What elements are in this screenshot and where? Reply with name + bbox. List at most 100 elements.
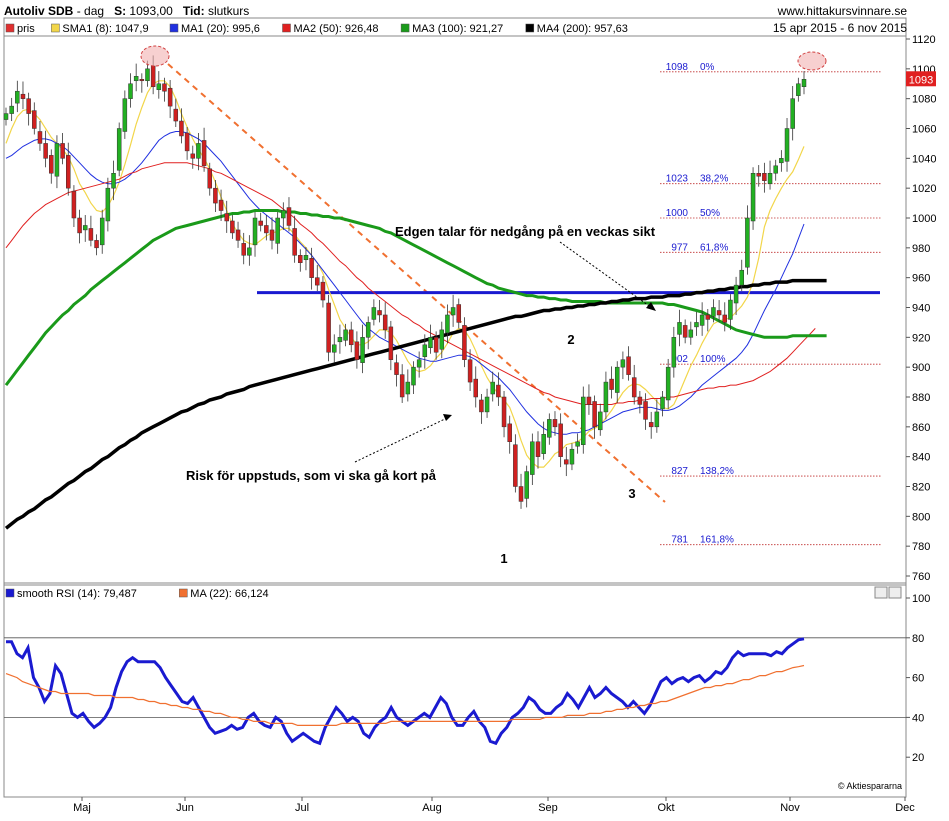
candle-body-19 <box>111 173 116 189</box>
candle-body-138 <box>784 128 790 162</box>
candle-body-71 <box>405 381 411 395</box>
annotation-edge-arrow <box>559 241 653 309</box>
y-tick-label-1080: 1080 <box>912 94 936 106</box>
y-tick-label-1040: 1040 <box>912 153 936 165</box>
candle-body-129 <box>733 284 739 304</box>
annotation-risk-arrowhead <box>443 414 452 421</box>
candle-body-106 <box>603 381 609 413</box>
candle-body-81 <box>462 325 467 360</box>
x-tick-label-Aug: Aug <box>422 802 442 814</box>
downtrend-line <box>167 63 666 503</box>
candle-body-63 <box>360 337 365 363</box>
candle-body-66 <box>377 310 382 316</box>
candle-body-40 <box>230 220 235 234</box>
ma-line-2 <box>5 162 816 405</box>
candle-body-94 <box>535 441 541 457</box>
candle-body-39 <box>224 213 229 222</box>
y-tick-label-840: 840 <box>912 452 930 464</box>
legend-label-5: MA4 (200): 957,63 <box>537 23 628 35</box>
candle-body-55 <box>315 277 320 286</box>
y-tick-label-920: 920 <box>912 332 930 344</box>
candle-body-121 <box>688 329 694 338</box>
candle-body-112 <box>637 396 643 405</box>
candle-body-60 <box>343 329 348 341</box>
candle-body-69 <box>394 362 399 375</box>
candle-body-56 <box>320 281 326 301</box>
candle-body-86 <box>490 381 495 395</box>
candle-body-127 <box>722 314 728 323</box>
candle-body-54 <box>309 258 314 278</box>
candle-body-5 <box>32 110 37 129</box>
ma-line-3 <box>4 209 827 387</box>
chart-header: Autoliv SDB - dag S: 1093,00 Tid: slutku… <box>4 4 249 18</box>
candle-body-18 <box>105 187 111 222</box>
candle-body-113 <box>643 401 648 420</box>
candle-body-64 <box>365 322 371 338</box>
candle-body-115 <box>654 411 660 428</box>
candle-body-65 <box>371 307 377 320</box>
legend-swatch-4 <box>400 23 410 33</box>
candle-body-16 <box>94 240 99 249</box>
candle-body-12 <box>71 190 77 219</box>
legend-swatch-0 <box>5 23 15 33</box>
time-value: slutkurs <box>207 4 250 18</box>
candle-body-0 <box>3 113 9 120</box>
fib-value-2: 1000 <box>666 208 689 219</box>
annotation-edge: Edgen talar för nedgång på en veckas sik… <box>395 224 656 239</box>
candle-body-27 <box>156 83 162 90</box>
rsi-tick-label-60: 60 <box>912 673 924 685</box>
y-tick-label-1120: 1120 <box>912 34 936 46</box>
candle-body-49 <box>281 210 286 219</box>
fib-value-0: 1098 <box>666 62 689 73</box>
candle-body-83 <box>473 378 478 398</box>
candle-body-111 <box>631 377 637 398</box>
fib-label-0: 0% <box>700 62 715 73</box>
legend-swatch-5 <box>525 23 535 33</box>
candle-body-36 <box>207 168 212 189</box>
y-tick-label-780: 780 <box>912 541 930 553</box>
legend-label-2: MA1 (20): 995,6 <box>181 23 260 35</box>
x-tick-label-Nov: Nov <box>780 802 800 814</box>
legend-swatch-2 <box>169 23 179 33</box>
candle-body-47 <box>269 229 275 241</box>
candle-body-103 <box>586 396 592 405</box>
candle-body-59 <box>337 337 343 343</box>
candle-body-118 <box>671 337 677 368</box>
rsi-tick-label-20: 20 <box>912 752 924 764</box>
frame-main <box>3 35 907 584</box>
x-tick-label-Sep: Sep <box>538 802 558 814</box>
candle-body-125 <box>711 307 716 317</box>
candle-body-24 <box>139 79 145 82</box>
candle-body-77 <box>439 329 445 350</box>
candle-body-108 <box>614 366 620 393</box>
candle-body-131 <box>745 217 750 268</box>
candle-body-136 <box>773 165 778 174</box>
annotation-edge-arrowhead <box>646 302 656 311</box>
candle-body-79 <box>450 307 456 316</box>
candle-body-72 <box>411 366 416 386</box>
candle-body-140 <box>796 83 801 96</box>
candle-body-23 <box>133 76 139 82</box>
candle-body-119 <box>677 322 682 335</box>
candle-body-141 <box>801 79 807 87</box>
annotation-risk: Risk för uppstuds, som vi ska gå kort på <box>186 468 437 483</box>
y-tick-label-980: 980 <box>912 243 930 255</box>
candle-body-133 <box>756 173 761 177</box>
candle-body-26 <box>150 65 156 87</box>
site-url: www.hittakursvinnare.se <box>777 4 907 18</box>
candle-body-73 <box>416 359 422 368</box>
candle-body-35 <box>201 140 207 167</box>
candle-body-7 <box>43 143 48 159</box>
candle-body-117 <box>665 366 671 401</box>
candle-body-74 <box>422 344 428 357</box>
legend-label-4: MA3 (100): 921,27 <box>412 23 503 35</box>
candle-body-93 <box>530 441 535 475</box>
candle-body-62 <box>354 341 360 360</box>
candle-body-78 <box>445 314 450 334</box>
candle-body-87 <box>496 384 501 398</box>
y-tick-label-880: 880 <box>912 392 930 404</box>
ma-line-1 <box>5 131 805 435</box>
candle-body-13 <box>77 217 82 234</box>
candle-body-50 <box>286 207 292 226</box>
fib-value-4: 902 <box>671 354 688 365</box>
